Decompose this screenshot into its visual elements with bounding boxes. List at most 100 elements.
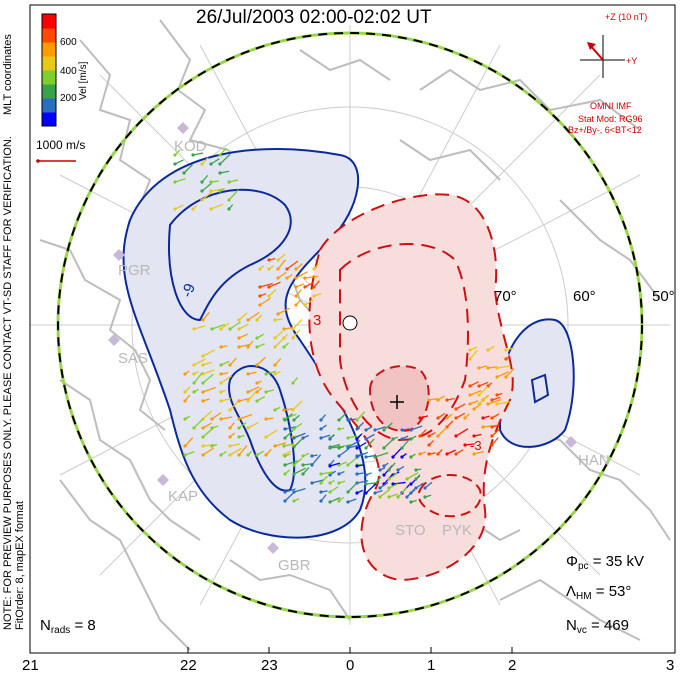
velocity-vector bbox=[193, 371, 204, 384]
velocity-vector bbox=[210, 203, 224, 210]
velocity-vector bbox=[437, 449, 443, 455]
velocity-vector bbox=[383, 462, 389, 467]
mlt-ticks bbox=[29, 647, 676, 653]
velocity-vector bbox=[295, 263, 303, 270]
velocity-vector bbox=[329, 470, 337, 476]
velocity-vector bbox=[347, 482, 358, 493]
radar-label-sto: STO bbox=[395, 522, 426, 539]
velocity-vector bbox=[401, 453, 407, 458]
velocity-vector bbox=[320, 475, 328, 484]
velocity-vector bbox=[428, 398, 438, 401]
velocity-vector bbox=[184, 451, 195, 456]
preview-note: NOTE: FOR PREVIEW PURPOSES ONLY. PLEASE … bbox=[2, 136, 14, 630]
velocity-vector bbox=[229, 357, 237, 366]
hm-boundary-dash bbox=[57, 32, 643, 618]
lat-label-70: 70° bbox=[494, 288, 517, 305]
velocity-vector bbox=[446, 397, 455, 401]
radar-label-kod: KOD bbox=[174, 138, 207, 155]
scale-vector-label: 1000 m/s bbox=[36, 138, 86, 152]
velocity-vector bbox=[277, 307, 291, 315]
velocity-vector bbox=[274, 330, 284, 339]
colorbar-segment bbox=[42, 98, 56, 113]
velocity-vector bbox=[392, 436, 398, 440]
velocity-vector bbox=[437, 395, 445, 401]
imf-source: OMNI IMF bbox=[590, 101, 632, 111]
colorbar-frame bbox=[41, 13, 57, 127]
velocity-vector bbox=[469, 400, 479, 405]
velocity-vector bbox=[410, 435, 417, 440]
velocity-vector bbox=[424, 481, 433, 489]
velocity-vector bbox=[256, 387, 263, 393]
velocity-vector bbox=[365, 438, 375, 449]
velocity-vector bbox=[491, 428, 500, 437]
velocity-vector bbox=[256, 343, 265, 348]
velocity-vector bbox=[210, 158, 220, 165]
velocity-vector bbox=[293, 488, 306, 493]
imf-y-label: +Y bbox=[626, 56, 638, 66]
velocity-vector bbox=[202, 361, 212, 366]
velocity-vector bbox=[219, 153, 231, 165]
velocity-vector bbox=[256, 380, 262, 384]
radar-site-markers bbox=[108, 122, 577, 554]
velocity-vector bbox=[397, 465, 405, 471]
velocity-vector bbox=[374, 489, 383, 494]
velocity-vector bbox=[293, 422, 303, 430]
velocity-vector bbox=[202, 422, 212, 429]
velocity-vector bbox=[268, 288, 277, 297]
mlt-label-0: 0 bbox=[346, 657, 355, 674]
velocity-vector bbox=[211, 443, 218, 447]
velocity-vector bbox=[259, 297, 271, 306]
velocity-vector bbox=[202, 373, 214, 384]
colorbar-tick-600: 600 bbox=[60, 37, 77, 48]
velocity-vector bbox=[229, 447, 243, 456]
velocity-vector bbox=[256, 395, 266, 402]
velocity-vector bbox=[419, 415, 429, 419]
contour-label-negative-small: -3 bbox=[470, 438, 482, 453]
velocity-vector bbox=[478, 381, 489, 387]
colorbar-segment bbox=[42, 14, 56, 29]
velocity-vector bbox=[220, 389, 227, 393]
velocity-vector bbox=[284, 453, 291, 457]
velocity-vector bbox=[220, 322, 230, 330]
velocity-vector bbox=[401, 435, 409, 440]
velocity-vector bbox=[184, 394, 191, 402]
velocity-vector bbox=[505, 355, 511, 360]
velocity-vector bbox=[247, 311, 260, 321]
plot-frame bbox=[29, 4, 676, 654]
colorbar-segment bbox=[42, 112, 56, 127]
magnetic-pole bbox=[342, 315, 358, 331]
velocity-vector bbox=[356, 472, 364, 475]
velocity-vector bbox=[174, 159, 184, 165]
velocity-vector bbox=[338, 448, 349, 457]
velocity-vector bbox=[437, 426, 448, 437]
velocity-vector bbox=[356, 464, 364, 467]
velocity-vector bbox=[228, 179, 238, 183]
velocity-vector bbox=[374, 452, 389, 458]
velocity-vector bbox=[293, 498, 300, 502]
velocity-vector bbox=[410, 453, 416, 458]
plot-title: 26/Jul/2003 02:00-02:02 UT bbox=[196, 7, 432, 28]
velocity-vector bbox=[265, 389, 274, 393]
velocity-vector bbox=[284, 426, 297, 430]
velocity-vector bbox=[247, 371, 257, 375]
velocity-vector bbox=[184, 415, 191, 420]
velocity-vector bbox=[219, 147, 227, 156]
velocity-vector bbox=[311, 479, 325, 484]
coordinate-system: MLT coordinates bbox=[2, 34, 14, 115]
mlt-label-1: 1 bbox=[427, 657, 436, 674]
velocity-vector bbox=[295, 299, 301, 306]
velocity-vector bbox=[293, 432, 306, 439]
velocity-vector bbox=[478, 365, 488, 369]
imf-dial bbox=[580, 35, 625, 78]
stat-phi-pc: Φpc = 35 kV bbox=[566, 553, 644, 572]
velocity-vector bbox=[238, 323, 249, 330]
velocity-vector bbox=[320, 471, 334, 475]
velocity-vector bbox=[238, 413, 253, 420]
mlt-label-21: 21 bbox=[22, 657, 39, 674]
velocity-vector bbox=[202, 427, 214, 438]
velocity-vector bbox=[292, 318, 303, 330]
scale-vector-origin bbox=[36, 159, 40, 163]
velocity-vector bbox=[397, 487, 408, 498]
velocity-vector bbox=[455, 412, 466, 419]
